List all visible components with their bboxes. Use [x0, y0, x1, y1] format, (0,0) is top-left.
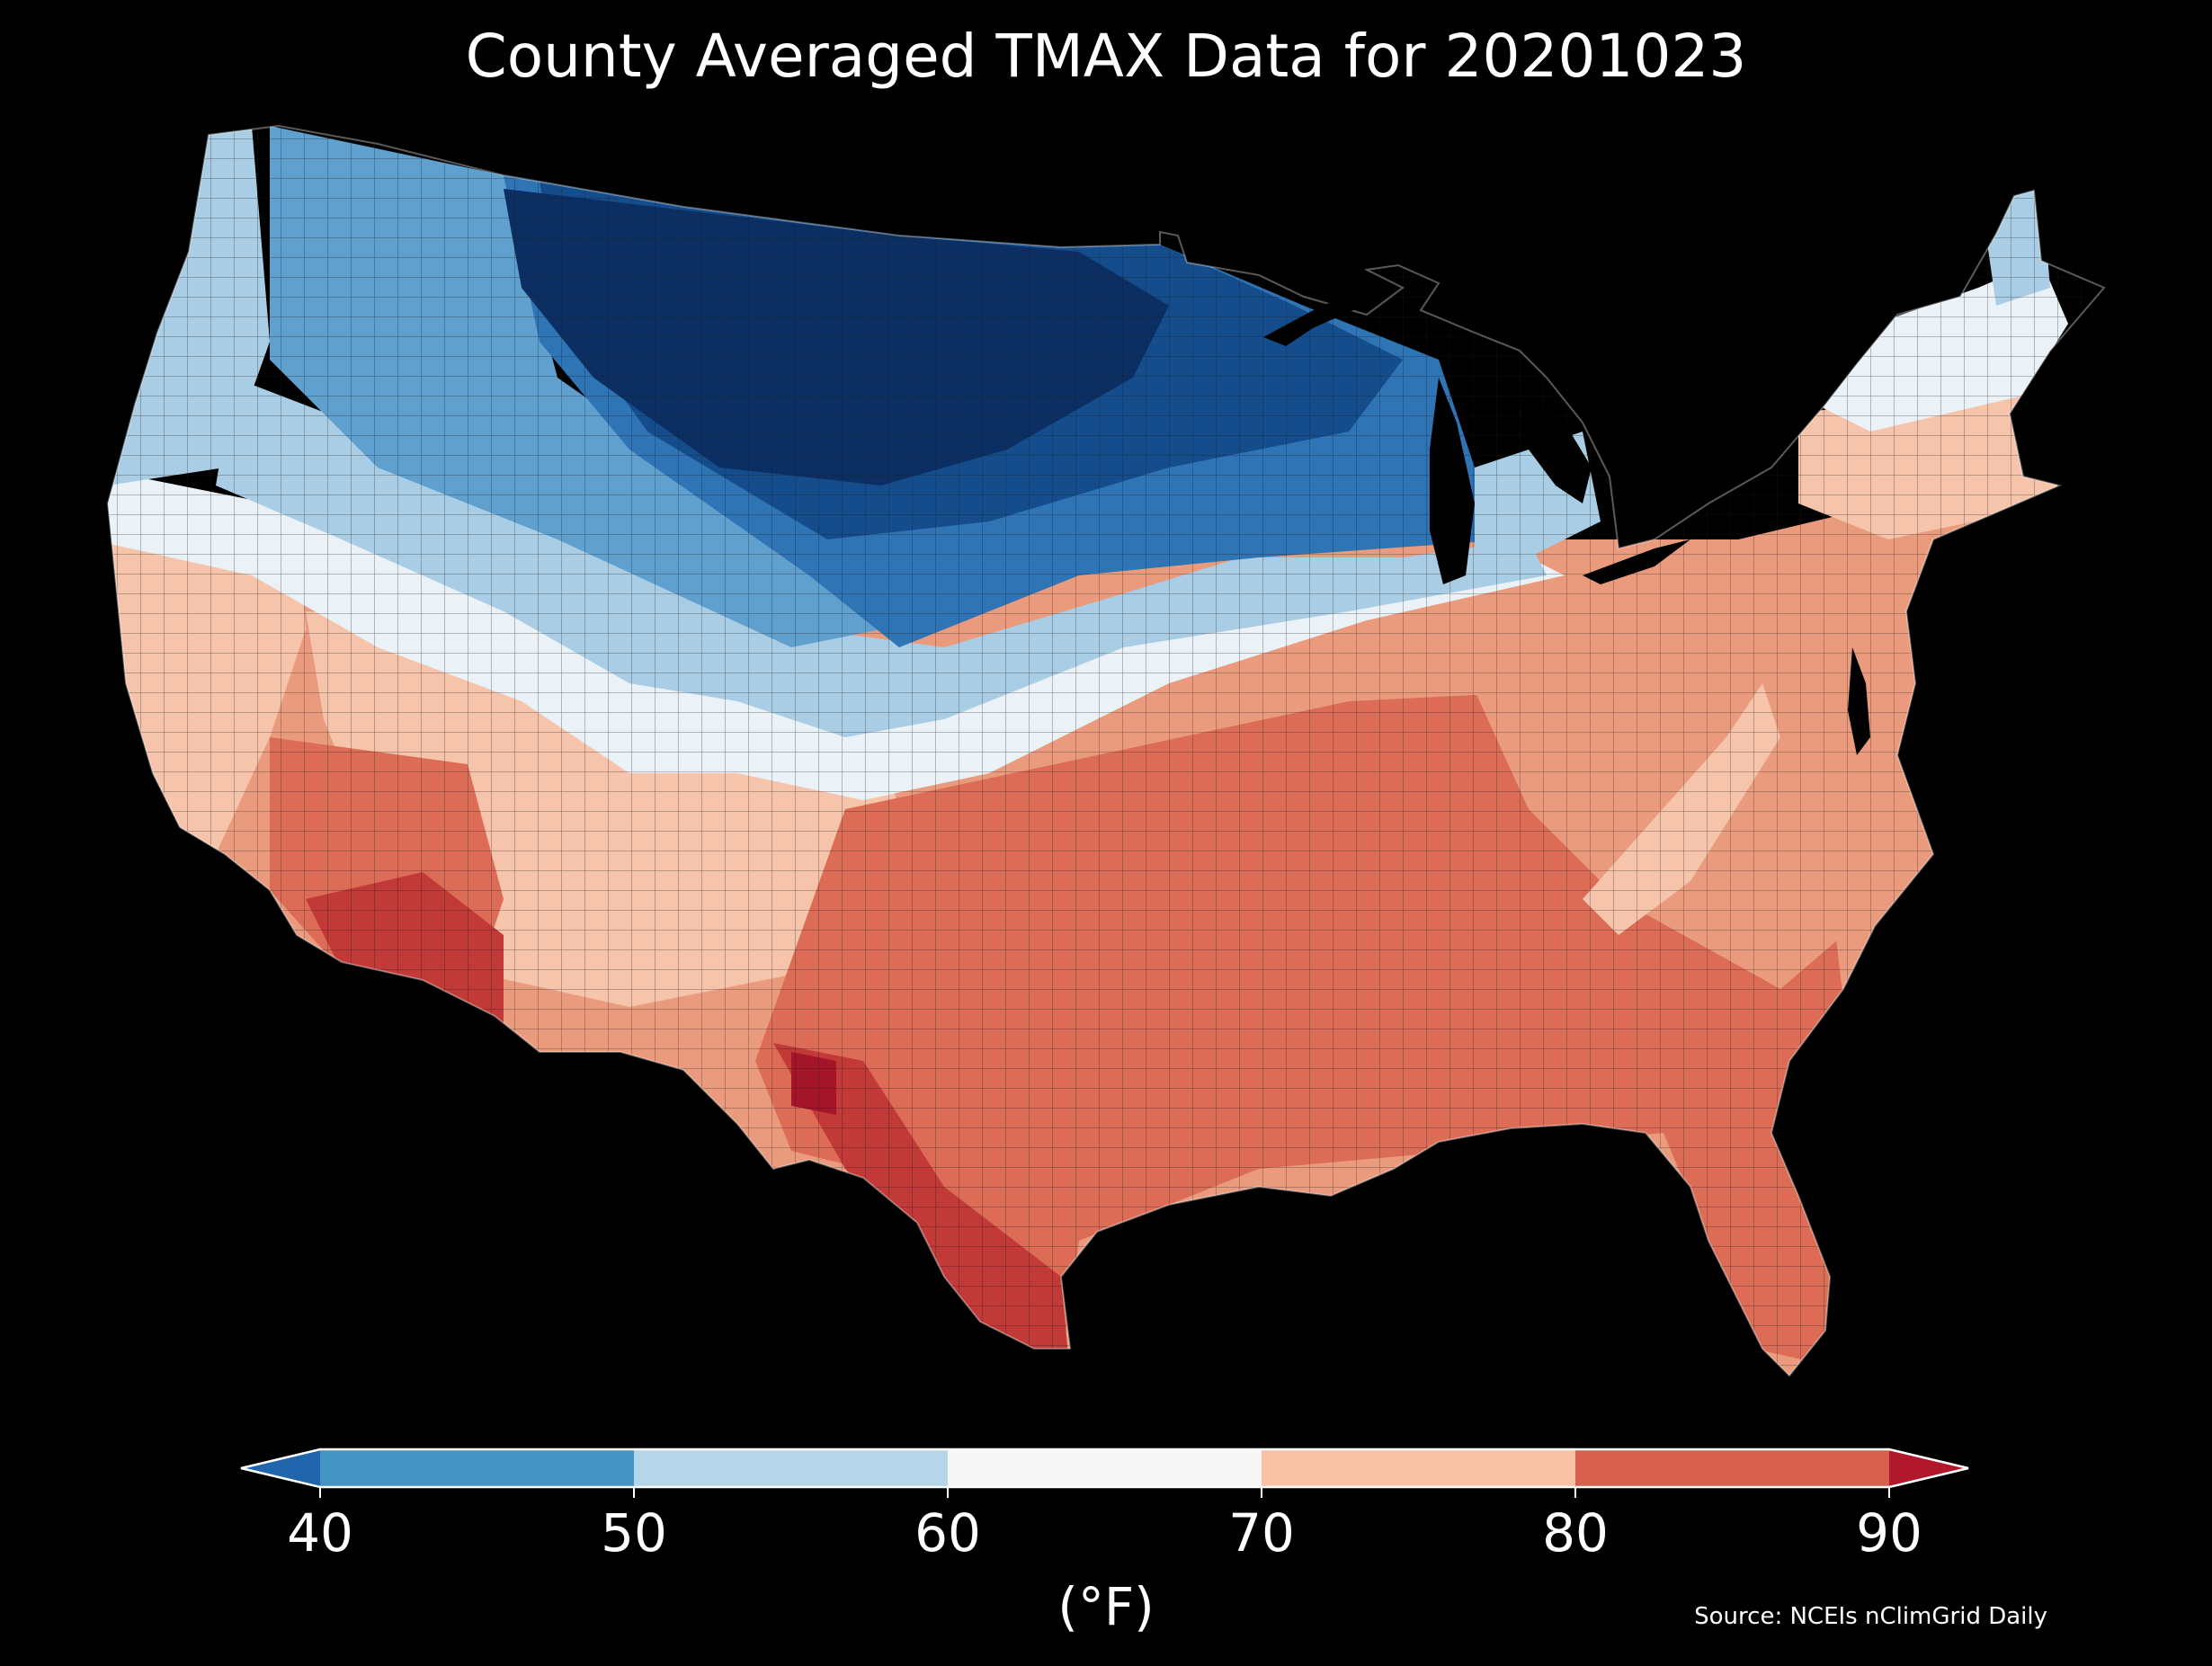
colorbar-tick-label: 80 — [1542, 1502, 1609, 1564]
lake-michigan — [1430, 378, 1475, 584]
colorbar-tick-label: 40 — [287, 1502, 353, 1564]
colorbar-unit-label: (°F) — [1057, 1576, 1155, 1637]
colorbar-tick-label: 50 — [601, 1502, 667, 1564]
colorbar-tick-label: 70 — [1228, 1502, 1295, 1564]
lake-erie — [1583, 539, 1690, 584]
chesapeake-bay — [1848, 647, 1870, 755]
colorbar-tick-label: 60 — [914, 1502, 981, 1564]
us-outline — [106, 124, 2106, 1377]
colorbar-tick-label: 90 — [1856, 1502, 1922, 1564]
lake-huron — [1520, 396, 1592, 503]
map-title: County Averaged TMAX Data for 20201023 — [465, 22, 1747, 91]
lake-superior — [1263, 286, 1376, 346]
source-credit: Source: NCEIs nClimGrid Daily — [1694, 1603, 2047, 1630]
